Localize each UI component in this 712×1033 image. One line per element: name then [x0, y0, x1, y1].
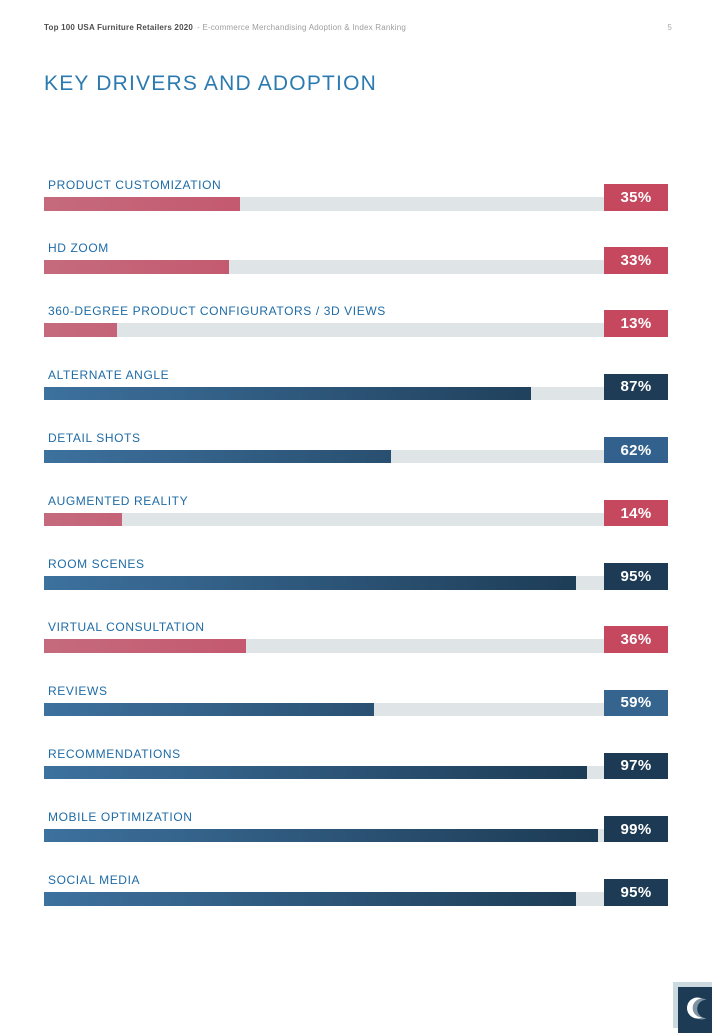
- chart-row: PRODUCT CUSTOMIZATION 35%: [44, 165, 668, 228]
- value-badge-text: 33%: [620, 251, 652, 269]
- value-badge: 95%: [604, 879, 668, 906]
- bar-track: [44, 386, 604, 401]
- value-badge-text: 95%: [620, 883, 652, 901]
- value-badge: 99%: [604, 815, 668, 843]
- bar-label: VIRTUAL CONSULTATION: [48, 620, 205, 635]
- bar-fill: [44, 386, 532, 401]
- value-badge: 95%: [604, 563, 668, 590]
- value-badge-text: 97%: [620, 757, 652, 775]
- bar-track: [44, 765, 604, 780]
- value-badge: 36%: [604, 626, 668, 653]
- value-badge: 87%: [604, 373, 668, 401]
- chart-row: SOCIAL MEDIA 95%: [44, 860, 668, 923]
- value-badge-text: 62%: [620, 441, 652, 459]
- value-badge-text: 36%: [620, 631, 652, 649]
- bar-fill: [44, 260, 229, 274]
- value-badge-text: 95%: [620, 567, 652, 585]
- bar-label: MOBILE OPTIMIZATION: [48, 809, 193, 824]
- page-title: KEY DRIVERS AND ADOPTION: [44, 72, 377, 95]
- bar-label: REVIEWS: [48, 683, 108, 698]
- page-number: 5: [667, 23, 672, 32]
- value-badge: 14%: [604, 499, 668, 527]
- chart-row: MOBILE OPTIMIZATION 99%: [44, 797, 668, 860]
- bar-track: [44, 639, 604, 653]
- bar-track: [44, 449, 604, 464]
- bar-fill: [44, 892, 576, 906]
- value-badge-text: 13%: [620, 315, 652, 333]
- document-subtitle: - E-commerce Merchandising Adoption & In…: [197, 23, 406, 32]
- bar-track: [44, 576, 604, 590]
- value-badge-text: 35%: [620, 188, 652, 206]
- crescent-icon: [687, 997, 707, 1020]
- value-badge-text: 59%: [620, 694, 652, 712]
- bar-fill: [44, 765, 588, 780]
- document-header: Top 100 USA Furniture Retailers 2020 - E…: [44, 22, 672, 33]
- bar-track: [44, 892, 604, 906]
- chart-row: VIRTUAL CONSULTATION 36%: [44, 607, 668, 670]
- bar-fill: [44, 197, 240, 211]
- chart-row: ALTERNATE ANGLE 87%: [44, 355, 668, 418]
- bar-fill: [44, 323, 117, 337]
- bar-chart: PRODUCT CUSTOMIZATION 35% HD ZOOM 33% 36…: [0, 165, 712, 923]
- bar-track: [44, 323, 604, 337]
- value-badge: 59%: [604, 689, 668, 716]
- chart-row: DETAIL SHOTS 62%: [44, 418, 668, 481]
- value-badge: 33%: [604, 247, 668, 274]
- bar-label: ALTERNATE ANGLE: [48, 367, 170, 382]
- value-badge: 13%: [604, 310, 668, 337]
- bar-track: [44, 828, 604, 843]
- bar-label: PRODUCT CUSTOMIZATION: [48, 178, 222, 192]
- bar-track: [44, 702, 604, 716]
- bar-label: ROOM SCENES: [48, 557, 145, 572]
- chart-row: RECOMMENDATIONS 97%: [44, 734, 668, 797]
- chart-row: HD ZOOM 33%: [44, 228, 668, 291]
- value-badge-text: 14%: [620, 504, 652, 522]
- bar-track: [44, 512, 604, 527]
- chart-row: ROOM SCENES 95%: [44, 544, 668, 607]
- bar-fill: [44, 702, 375, 716]
- bar-fill: [44, 828, 599, 843]
- chart-row: REVIEWS 59%: [44, 671, 668, 734]
- value-badge: 62%: [604, 436, 668, 464]
- chart-row: AUGMENTED REALITY 14%: [44, 481, 668, 544]
- bar-fill: [44, 512, 123, 527]
- bar-label: SOCIAL MEDIA: [48, 873, 141, 888]
- document-title: Top 100 USA Furniture Retailers 2020: [44, 23, 194, 32]
- bar-fill: [44, 576, 576, 590]
- value-badge-text: 87%: [620, 378, 652, 396]
- bar-label: 360-DEGREE PRODUCT CONFIGURATORS / 3D VI…: [48, 304, 386, 319]
- value-badge: 97%: [604, 752, 668, 780]
- bar-label: HD ZOOM: [48, 241, 109, 256]
- brand-logo: [678, 987, 712, 1033]
- bar-fill: [44, 449, 392, 464]
- bar-label: AUGMENTED REALITY: [48, 493, 189, 508]
- value-badge: 35%: [604, 184, 668, 211]
- bar-label: RECOMMENDATIONS: [48, 746, 181, 761]
- chart-row: 360-DEGREE PRODUCT CONFIGURATORS / 3D VI…: [44, 291, 668, 354]
- bar-label: DETAIL SHOTS: [48, 430, 141, 445]
- bar-track: [44, 197, 604, 211]
- bar-fill: [44, 639, 246, 653]
- bar-track: [44, 260, 604, 274]
- value-badge-text: 99%: [620, 820, 652, 838]
